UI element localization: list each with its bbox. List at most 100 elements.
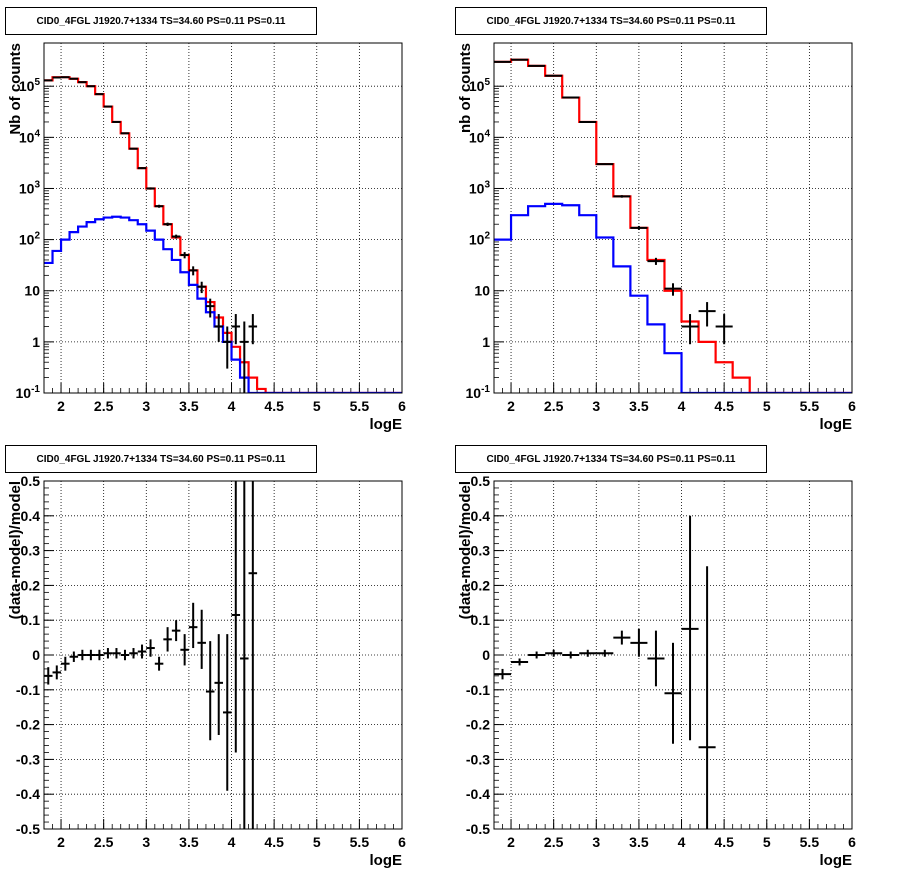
y-tick-label: 10	[24, 283, 40, 299]
x-tick-label: 4.5	[264, 398, 284, 414]
y-axis-label: (data-model)/model	[7, 481, 24, 619]
data-point	[129, 147, 138, 150]
data-point	[180, 634, 189, 666]
chart-panel-1: 2 2.5 3 3.5 4 4.5 5 5.5 6 10-1 1 10 102 103 104 105 logE…	[7, 42, 406, 433]
data-point	[664, 642, 682, 744]
data-point	[698, 302, 716, 327]
x-tick-label: 3	[142, 398, 150, 414]
data-point	[205, 298, 215, 318]
data-point	[154, 656, 164, 671]
data-point	[197, 609, 206, 669]
data-point	[664, 283, 682, 296]
data-point	[205, 641, 215, 741]
data-point	[188, 266, 198, 276]
data-point	[61, 656, 70, 671]
chart-title: CID0_4FGL J1920.7+1334 TS=34.60 PS=0.11 …	[5, 7, 317, 35]
plot-frame	[493, 42, 853, 394]
data-point	[511, 58, 529, 61]
x-tick-label: 2	[507, 398, 515, 414]
x-tick-label: 4	[228, 398, 236, 414]
y-axis-label: nb of counts	[457, 43, 474, 133]
x-tick-label: 5	[313, 834, 321, 850]
data-point	[52, 665, 62, 680]
x-tick-label: 5	[763, 398, 771, 414]
x-axis-label: logE	[370, 852, 403, 869]
data-point	[562, 651, 580, 659]
data-point	[103, 648, 113, 659]
x-axis-label: logE	[820, 852, 853, 869]
data-layer	[494, 58, 852, 393]
data-point	[171, 620, 181, 642]
y-tick-label: 0	[482, 647, 490, 663]
chart-title: CID0_4FGL J1920.7+1334 TS=34.60 PS=0.11 …	[455, 445, 767, 473]
y-tick-label: 1	[482, 334, 490, 350]
data-point	[223, 634, 232, 791]
x-tick-label: 2	[57, 398, 65, 414]
x-tick-label: 2.5	[94, 834, 114, 850]
x-tick-label: 2	[507, 834, 515, 850]
data-point	[681, 515, 699, 741]
data-point	[511, 658, 529, 666]
data-point	[95, 93, 104, 96]
x-tick-label: 6	[848, 834, 856, 850]
y-tick-label: 104	[469, 128, 491, 145]
data-point	[78, 81, 87, 84]
data-point	[120, 649, 130, 661]
y-tick-label: 0.4	[21, 508, 41, 524]
y-tick-label: 105	[469, 77, 491, 94]
x-tick-label: 5.5	[350, 398, 370, 414]
x-tick-label: 3.5	[179, 834, 199, 850]
data-point	[44, 79, 53, 82]
data-point	[95, 649, 104, 661]
y-tick-label: -0.4	[16, 786, 40, 802]
x-tick-label: 5.5	[800, 834, 820, 850]
y-tick-label: 0.2	[21, 577, 41, 593]
chart-title: CID0_4FGL J1920.7+1334 TS=34.60 PS=0.11 …	[5, 445, 317, 473]
data-point	[86, 649, 96, 661]
data-point	[528, 651, 546, 659]
data-point	[146, 187, 155, 190]
y-tick-label: 10	[474, 283, 490, 299]
data-point	[188, 602, 198, 649]
data-point	[120, 132, 130, 135]
data-point	[579, 120, 597, 123]
y-tick-label: 0.5	[471, 473, 491, 489]
y-tick-label: 0.1	[21, 612, 41, 628]
y-tick-label: 0.1	[471, 612, 491, 628]
data-point	[715, 314, 733, 345]
x-tick-label: 4.5	[264, 834, 284, 850]
chart-panel-3: 2 2.5 3 3.5 4 4.5 5 5.5 6 -0.5 -0.4 -0.3 -0.2 -0.1 0 0.…	[7, 473, 406, 869]
data-point	[698, 566, 716, 829]
source-model-histogram	[44, 215, 402, 393]
y-tick-label: 10-1	[466, 384, 491, 401]
data-point	[137, 167, 147, 170]
data-point	[52, 76, 62, 79]
x-tick-label: 5.5	[800, 398, 820, 414]
data-point	[61, 76, 70, 79]
data-point	[579, 649, 597, 657]
x-tick-label: 6	[398, 398, 406, 414]
x-tick-label: 3	[142, 834, 150, 850]
x-tick-label: 3.5	[629, 834, 649, 850]
plot-frame	[43, 480, 403, 830]
data-point	[545, 74, 563, 77]
x-tick-label: 2.5	[94, 398, 114, 414]
data-point	[248, 314, 258, 345]
data-layer	[44, 481, 258, 829]
y-tick-label: 104	[19, 128, 41, 145]
data-point	[146, 639, 155, 657]
y-tick-label: 102	[19, 231, 41, 248]
y-tick-label: 0.3	[21, 543, 41, 559]
data-point	[248, 481, 258, 829]
x-tick-label: 4.5	[714, 834, 734, 850]
source-model-histogram	[494, 202, 852, 393]
y-tick-label: -0.1	[16, 682, 40, 698]
data-point	[494, 60, 512, 63]
y-tick-label: -0.1	[466, 682, 490, 698]
x-tick-label: 6	[848, 398, 856, 414]
data-point	[163, 222, 172, 226]
data-point	[681, 314, 699, 345]
data-layer	[44, 76, 402, 393]
y-tick-label: 10-1	[16, 384, 41, 401]
